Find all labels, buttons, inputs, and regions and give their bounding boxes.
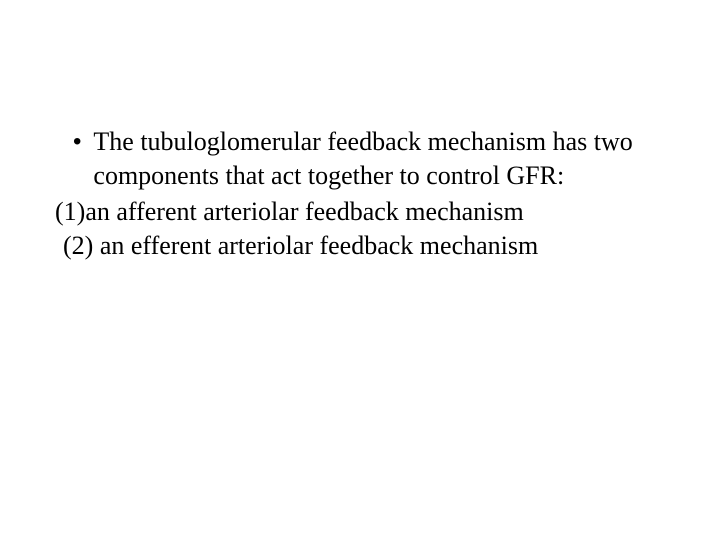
- bullet-dot-icon: •: [73, 125, 81, 159]
- main-bullet-text: The tubuloglomerular feedback mechanism …: [93, 125, 665, 193]
- item-2-prefix: (2): [63, 231, 93, 260]
- numbered-item-1: (1)an afferent arteriolar feedback mecha…: [55, 195, 665, 229]
- slide-content: • The tubuloglomerular feedback mechanis…: [0, 0, 720, 540]
- bullet-item-main: • The tubuloglomerular feedback mechanis…: [55, 125, 665, 193]
- numbered-item-2: (2) an efferent arteriolar feedback mech…: [63, 229, 665, 263]
- item-1-text: an afferent arteriolar feedback mechanis…: [85, 197, 523, 226]
- item-1-prefix: (1): [55, 197, 85, 226]
- item-2-text: an efferent arteriolar feedback mechanis…: [100, 231, 538, 260]
